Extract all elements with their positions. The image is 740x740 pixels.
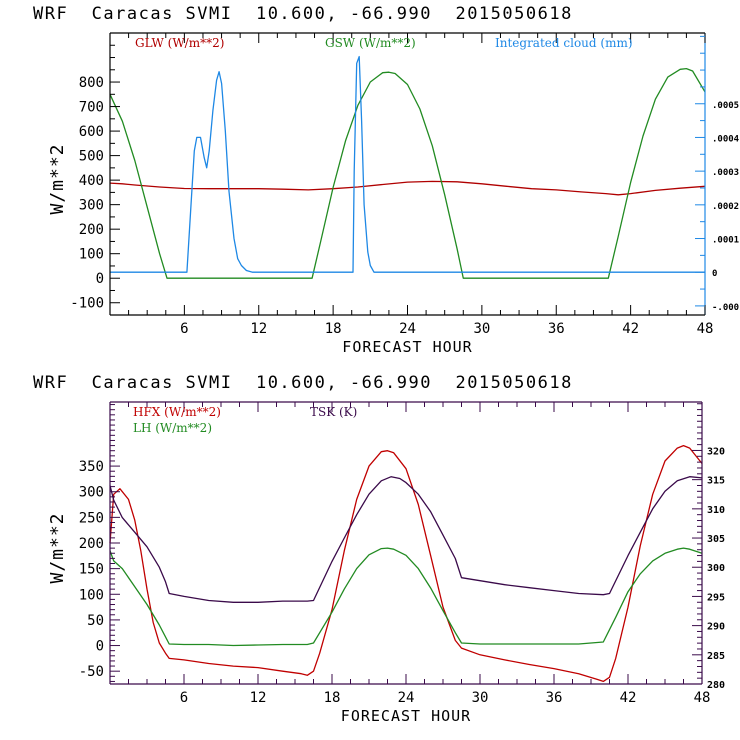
x-tick-label: 48 <box>697 321 714 337</box>
y2-tick-label: 315 <box>707 476 725 487</box>
y2-tick-label: .0002 <box>712 202 739 212</box>
y2-tick-label: 310 <box>707 505 725 516</box>
y2-tick-label: 285 <box>707 651 725 662</box>
y2-tick-label: 295 <box>707 592 725 603</box>
y-tick-label: 100 <box>79 587 104 603</box>
y2-tick-label: 305 <box>707 534 725 545</box>
x-tick-label: 12 <box>250 321 267 337</box>
y-tick-label: 300 <box>79 198 104 214</box>
legend-entry: LH (W/m**2) <box>133 421 212 435</box>
series-line-tsk <box>109 476 703 603</box>
y-tick-label: 0 <box>96 271 104 287</box>
y2-tick-label: 300 <box>707 563 725 574</box>
series-line-lh <box>109 547 703 647</box>
y2-tick-label: 0 <box>712 269 717 279</box>
bottom-chart-panel: WRF Caracas SVMI 10.600, -66.990 2015050… <box>0 370 740 740</box>
y-tick-label: 800 <box>79 75 104 91</box>
series-line-hfx <box>109 444 703 683</box>
x-tick-label: 6 <box>180 321 188 337</box>
top-chart-panel: WRF Caracas SVMI 10.600, -66.990 2015050… <box>33 4 740 356</box>
y-tick-label: -100 <box>70 296 104 312</box>
x-tick-label: 6 <box>180 690 188 706</box>
y-tick-label: -50 <box>79 664 104 680</box>
x-tick-label: 30 <box>473 321 490 337</box>
y-tick-label: 50 <box>87 613 104 629</box>
y2-tick-label: .0005 <box>712 101 739 111</box>
y-tick-label: 250 <box>79 510 104 526</box>
y-tick-label: 500 <box>79 149 104 165</box>
top-chart: 6 12 18 24 30 36 42 48 FORECAST HOUR -100 0 100 200 3… <box>47 32 740 356</box>
legend-entry: Integrated cloud (mm) <box>495 36 633 50</box>
x-tick-label: 24 <box>398 690 415 706</box>
y2-tick-label: -.0001 <box>712 303 740 313</box>
y2-tick-label: .0003 <box>712 168 739 178</box>
y2-tick-label: 280 <box>707 680 725 691</box>
y2-tick-label: .0001 <box>712 236 739 246</box>
y-tick-label: 400 <box>79 173 104 189</box>
chart-title: WRF Caracas SVMI 10.600, -66.990 2015050… <box>33 4 573 24</box>
y2-tick-label: 320 <box>707 446 725 457</box>
y2-tick-label: 290 <box>707 622 725 633</box>
x-axis-title: FORECAST HOUR <box>341 707 471 725</box>
y-tick-label: 0 <box>96 639 104 655</box>
x-tick-label: 18 <box>325 321 342 337</box>
y-tick-label: 200 <box>79 222 104 238</box>
series-line-integrated <box>110 55 705 273</box>
x-tick-label: 42 <box>622 321 639 337</box>
legend-entry: HFX (W/m**2) <box>133 405 221 419</box>
y-tick-label: 700 <box>79 100 104 116</box>
x-tick-label: 18 <box>324 690 341 706</box>
bottom-chart: 6 12 18 24 30 36 42 48 FORECAST HOUR -50 0 50 100 150… <box>47 401 725 725</box>
legend-entry: GLW (W/m**2) <box>135 36 224 50</box>
series-line-glw <box>109 180 706 196</box>
y-axis-title: W/m**2 <box>47 512 68 583</box>
x-axis-title: FORECAST HOUR <box>342 338 472 356</box>
x-tick-label: 36 <box>548 321 565 337</box>
y-tick-label: 300 <box>79 485 104 501</box>
chart-title: WRF Caracas SVMI 10.600, -66.990 2015050… <box>33 373 573 393</box>
series-line-gsw <box>109 67 706 279</box>
x-tick-label: 24 <box>399 321 416 337</box>
x-tick-label: 36 <box>546 690 563 706</box>
x-tick-label: 30 <box>472 690 489 706</box>
legend-entry: TSK (K) <box>310 405 357 419</box>
x-tick-label: 42 <box>620 690 637 706</box>
y-tick-label: 200 <box>79 536 104 552</box>
y-tick-label: 350 <box>79 459 104 475</box>
y-tick-label: 150 <box>79 562 104 578</box>
y-axis-title: W/m**2 <box>47 143 68 214</box>
y-tick-label: 600 <box>79 124 104 140</box>
x-tick-label: 48 <box>694 690 711 706</box>
y2-tick-label: .0004 <box>712 134 740 144</box>
legend-entry: GSW (W/m**2) <box>325 36 416 50</box>
y-tick-label: 100 <box>79 247 104 263</box>
x-tick-label: 12 <box>250 690 267 706</box>
